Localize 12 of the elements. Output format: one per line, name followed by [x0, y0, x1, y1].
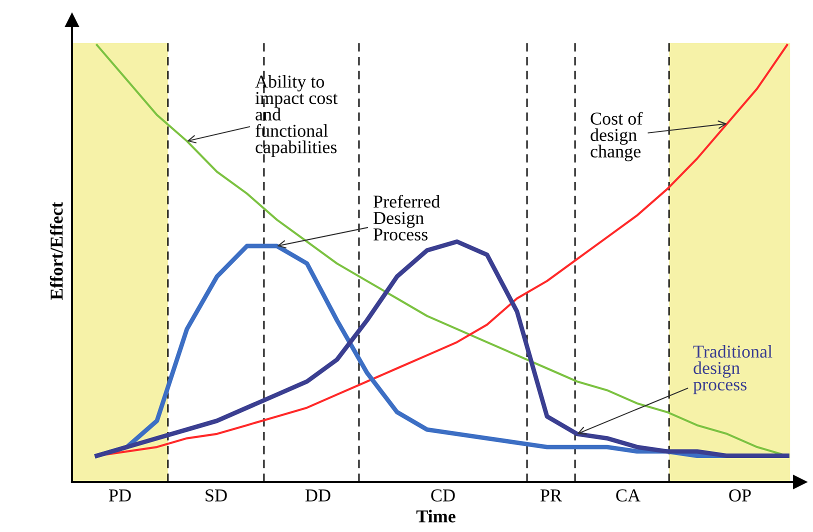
text: Traditional design process — [693, 345, 772, 394]
text: OP — [729, 489, 751, 502]
text: Cost of design change — [590, 112, 643, 162]
x-axis-title: Time — [416, 510, 456, 522]
text: PD — [108, 490, 131, 502]
text: CA — [616, 489, 640, 502]
text: CD — [431, 489, 455, 502]
text: Preferred Design Process — [374, 194, 440, 241]
y-axis-title: Effort/Effect — [50, 202, 63, 300]
text: DD — [305, 490, 330, 502]
text: SD — [206, 489, 227, 502]
text: PR — [540, 490, 562, 502]
